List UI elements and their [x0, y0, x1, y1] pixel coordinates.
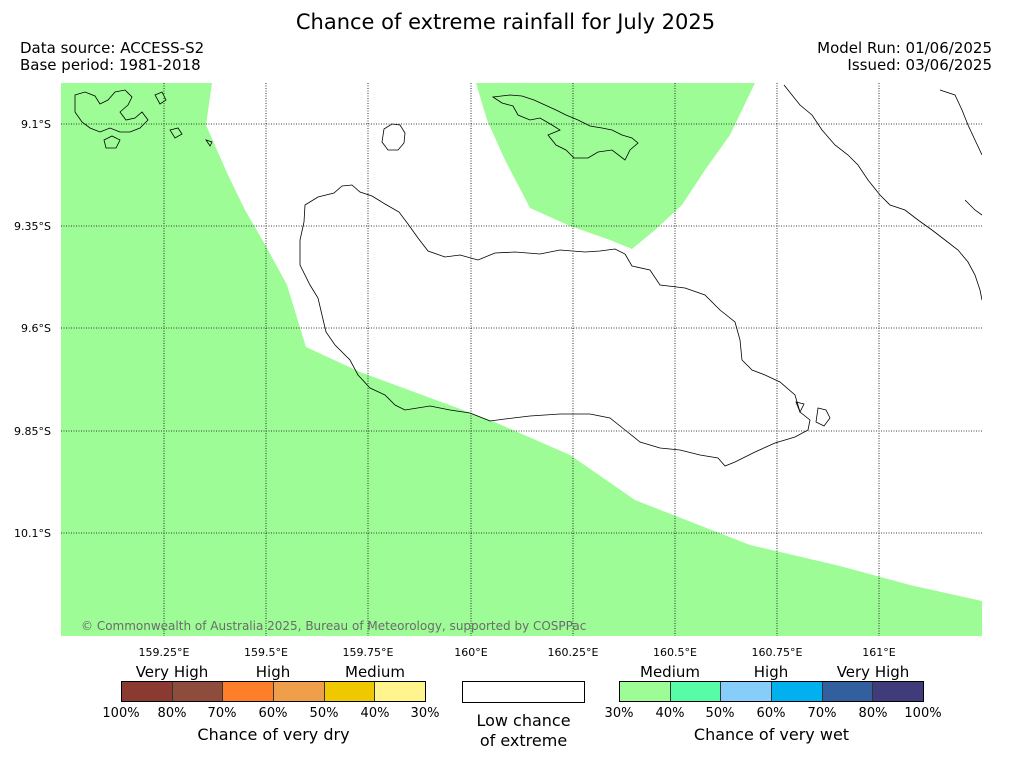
dry-category-medium: Medium	[345, 663, 405, 681]
coastline-russell-islands	[74, 89, 213, 149]
issued-text: Issued: 03/06/2025	[847, 56, 992, 74]
wet-colorbar	[619, 681, 924, 702]
shaded-region-west-south	[61, 83, 982, 636]
header-right: Model Run: 01/06/2025 Issued: 03/06/2025	[817, 40, 992, 74]
header-left: Data source: ACCESS-S2 Base period: 1981…	[20, 40, 204, 74]
latitude-labels: 9.1°S 9.35°S 9.6°S 9.85°S 10.1°S	[14, 118, 51, 540]
lat-label: 9.1°S	[21, 118, 51, 131]
wet-tick: 40%	[655, 706, 685, 721]
dry-tick: 100%	[102, 706, 140, 721]
lon-label: 160.75°E	[752, 646, 803, 659]
dry-swatch	[324, 682, 376, 701]
coastline-small-island	[381, 123, 406, 151]
coastline-malaita	[783, 84, 982, 301]
wet-swatch	[620, 682, 671, 701]
dry-swatch	[375, 682, 426, 701]
base-period-text: Base period: 1981-2018	[20, 56, 201, 74]
lon-label: 159.75°E	[343, 646, 394, 659]
dry-swatch	[274, 682, 325, 701]
coastline-florida-islands	[491, 94, 639, 161]
wet-swatch	[772, 682, 823, 701]
wet-tick: 70%	[807, 706, 837, 721]
grid-lines	[61, 83, 982, 636]
wet-category-high: High	[753, 663, 789, 681]
lon-label: 161°E	[862, 646, 895, 659]
coastlines	[74, 84, 982, 467]
low-chance-label: Low chance of extreme	[462, 711, 585, 751]
wet-swatch	[873, 682, 924, 701]
dry-category-very-high: Very High	[135, 663, 209, 681]
lat-label: 9.35°S	[14, 220, 51, 233]
dry-tick: 50%	[309, 706, 339, 721]
data-source-text: Data source: ACCESS-S2	[20, 39, 205, 57]
dry-tick: 40%	[360, 706, 390, 721]
map-frame	[61, 83, 982, 636]
wet-tick: 50%	[705, 706, 735, 721]
lat-label: 10.1°S	[14, 527, 51, 540]
dry-tick: 60%	[258, 706, 288, 721]
lat-label: 9.6°S	[21, 322, 51, 335]
lon-label: 160.25°E	[548, 646, 599, 659]
wet-tick: 60%	[756, 706, 786, 721]
dry-legend-title: Chance of very dry	[197, 725, 350, 744]
wet-tick: 80%	[858, 706, 888, 721]
dry-tick: 80%	[157, 706, 187, 721]
wet-swatch	[822, 682, 874, 701]
low-chance-line2: of extreme	[479, 731, 568, 750]
dry-tick: 70%	[207, 706, 237, 721]
copyright-text: © Commonwealth of Australia 2025, Bureau…	[81, 619, 586, 633]
model-run-text: Model Run: 01/06/2025	[817, 39, 992, 57]
wet-swatch	[721, 682, 773, 701]
dry-swatch	[172, 682, 224, 701]
wet-category-very-high: Very High	[836, 663, 910, 681]
map-title: Chance of extreme rainfall for July 2025	[295, 10, 716, 34]
lon-label: 160.5°E	[653, 646, 697, 659]
lon-label: 159.5°E	[244, 646, 288, 659]
lon-label: 159.25°E	[139, 646, 190, 659]
low-chance-swatch	[462, 681, 585, 703]
dry-swatch	[223, 682, 275, 701]
wet-legend-title: Chance of very wet	[693, 725, 850, 744]
coastline-southeast-islets	[795, 401, 831, 427]
lat-label: 9.85°S	[14, 425, 51, 438]
wet-tick: 100%	[904, 706, 942, 721]
shaded-region-north	[476, 83, 755, 249]
dry-tick: 30%	[410, 706, 440, 721]
longitude-labels: 159.25°E 159.5°E 159.75°E 160°E 160.25°E…	[139, 646, 896, 659]
lon-label: 160°E	[454, 646, 487, 659]
wet-category-medium: Medium	[640, 663, 700, 681]
wet-swatch	[670, 682, 722, 701]
dry-swatch	[122, 682, 173, 701]
coastline-guadalcanal	[299, 184, 811, 467]
dry-category-high: High	[255, 663, 291, 681]
dry-colorbar	[121, 681, 426, 702]
low-chance-line1: Low chance	[476, 711, 571, 730]
wet-tick: 30%	[604, 706, 634, 721]
